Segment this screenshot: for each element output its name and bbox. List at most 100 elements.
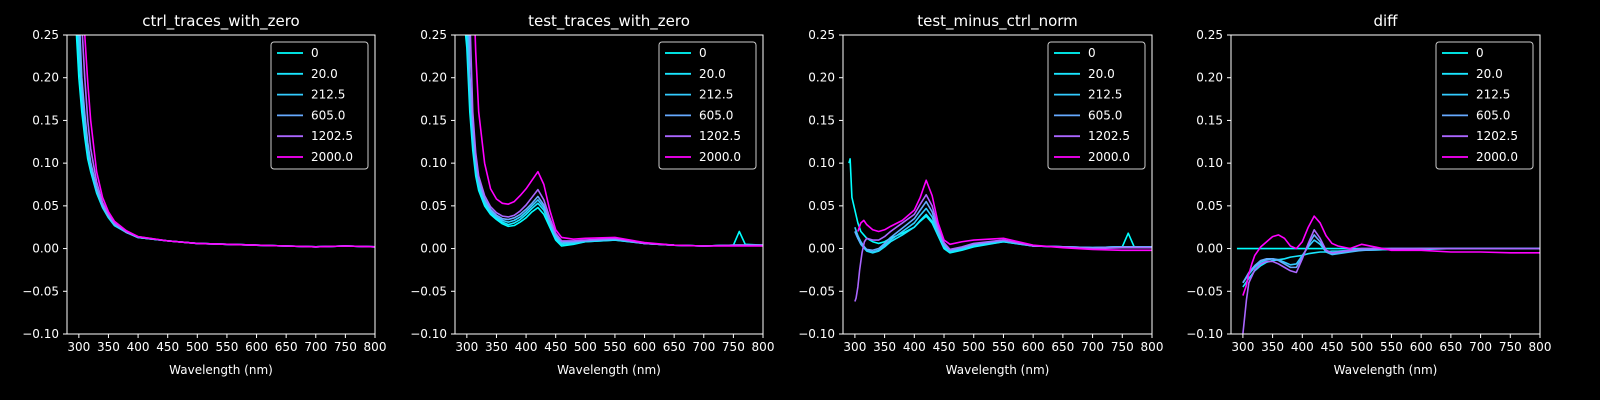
axes-frame: [454, 34, 764, 335]
axes-frame: [66, 34, 376, 335]
y-tick-label: 0.15: [420, 113, 447, 127]
legend-entry: 1202.5: [311, 129, 353, 143]
x-tick-label: 650: [1051, 340, 1074, 354]
x-tick-label: 400: [127, 340, 150, 354]
x-tick-label: 500: [1350, 340, 1373, 354]
plot-area: [464, 35, 763, 247]
chart-title: test_minus_ctrl_norm: [917, 12, 1078, 31]
legend-entry: 1202.5: [1476, 129, 1518, 143]
axes-frame: [842, 34, 1153, 335]
x-axis-label: Wavelength (nm): [1334, 363, 1438, 377]
y-tick-label: 0.20: [32, 71, 59, 85]
y-tick-label: 0.10: [808, 156, 835, 170]
x-tick-label: 350: [97, 340, 120, 354]
y-tick-label: −0.05: [410, 284, 447, 298]
x-tick-label: 350: [873, 340, 896, 354]
x-tick-label: 600: [1410, 340, 1433, 354]
legend-entry: 212.5: [1476, 88, 1510, 102]
y-tick-label: 0.00: [808, 242, 835, 256]
x-tick-label: 750: [722, 340, 745, 354]
legend-entry: 0: [1476, 46, 1484, 60]
axes-frame: [1230, 34, 1541, 335]
y-tick-label: −0.05: [22, 284, 59, 298]
legend-entry: 0: [699, 46, 707, 60]
legend-entry: 212.5: [1088, 88, 1122, 102]
plot-area: [1236, 215, 1540, 334]
x-tick-label: 550: [1380, 340, 1403, 354]
x-tick-label: 700: [1081, 340, 1104, 354]
x-tick-label: 450: [156, 340, 179, 354]
legend-entry: 20.0: [311, 67, 338, 81]
x-tick-label: 700: [692, 340, 715, 354]
chart-title: diff: [1373, 12, 1398, 30]
legend-entry: 1202.5: [1088, 129, 1130, 143]
legend: 0 20.0 212.5 605.0 1202.5 2000.0: [1047, 41, 1146, 170]
legend-entry: 2000.0: [699, 150, 741, 164]
x-tick-label: 550: [992, 340, 1015, 354]
x-tick-label: 750: [1111, 340, 1134, 354]
legend: 0 20.0 212.5 605.0 1202.5 2000.0: [1435, 41, 1534, 170]
subplot-2: test_traces_with_zero 300 350 400 450 500 550 6…: [410, 12, 774, 377]
x-tick-label: 400: [1291, 340, 1314, 354]
y-tick-label: 0.10: [1196, 156, 1223, 170]
x-tick-label: 800: [1529, 340, 1552, 354]
legend-entry: 2000.0: [1476, 150, 1518, 164]
y-tick-label: 0.25: [1196, 28, 1223, 42]
subplot-1: ctrl_traces_with_zero 300 350 400 450 500 550 6…: [22, 12, 386, 377]
legend-entry: 20.0: [699, 67, 726, 81]
y-tick-label: 0.20: [808, 71, 835, 85]
legend-entry: 0: [1088, 46, 1096, 60]
y-tick-label: 0.05: [420, 199, 447, 213]
y-tick-label: 0.15: [32, 113, 59, 127]
x-tick-label: 650: [1439, 340, 1462, 354]
x-tick-label: 800: [752, 340, 775, 354]
x-tick-label: 750: [1499, 340, 1522, 354]
y-tick-label: 0.15: [1196, 113, 1223, 127]
x-tick-label: 500: [186, 340, 209, 354]
chart-title: test_traces_with_zero: [528, 12, 690, 31]
legend-entry: 605.0: [311, 108, 345, 122]
x-tick-label: 450: [544, 340, 567, 354]
x-tick-label: 700: [1469, 340, 1492, 354]
x-tick-label: 800: [364, 340, 387, 354]
x-axis-label: Wavelength (nm): [557, 363, 661, 377]
series-line-5: [1242, 215, 1540, 296]
x-tick-label: 350: [485, 340, 508, 354]
x-tick-label: 700: [304, 340, 327, 354]
y-tick-label: 0.00: [420, 242, 447, 256]
y-tick-label: −0.05: [798, 284, 835, 298]
y-tick-label: −0.10: [22, 327, 59, 341]
x-tick-label: 750: [334, 340, 357, 354]
y-tick-label: 0.00: [1196, 242, 1223, 256]
y-tick-label: 0.05: [32, 199, 59, 213]
series-line-5: [857, 179, 1152, 252]
y-tick-label: −0.10: [798, 327, 835, 341]
y-tick-label: 0.25: [420, 28, 447, 42]
y-tick-label: 0.10: [420, 156, 447, 170]
x-tick-label: 650: [275, 340, 298, 354]
x-tick-label: 300: [1231, 340, 1254, 354]
x-tick-label: 450: [1321, 340, 1344, 354]
plot-area: [848, 158, 1152, 302]
legend-entry: 20.0: [1476, 67, 1503, 81]
x-tick-label: 300: [67, 340, 90, 354]
legend-entry: 212.5: [311, 88, 345, 102]
plot-area: [75, 35, 375, 248]
y-tick-label: −0.05: [1186, 284, 1223, 298]
x-tick-label: 400: [515, 340, 538, 354]
x-tick-label: 500: [574, 340, 597, 354]
x-tick-label: 600: [245, 340, 268, 354]
y-tick-label: −0.10: [410, 327, 447, 341]
legend-entry: 605.0: [699, 108, 733, 122]
y-tick-label: 0.10: [32, 156, 59, 170]
x-tick-label: 650: [663, 340, 686, 354]
legend-entry: 2000.0: [311, 150, 353, 164]
x-axis-label: Wavelength (nm): [946, 363, 1050, 377]
y-tick-label: 0.20: [420, 71, 447, 85]
legend-entry: 2000.0: [1088, 150, 1130, 164]
y-tick-label: 0.05: [808, 199, 835, 213]
subplot-4: diff 300 350 400 450 500 550 600 650 700 750 800 −0.…: [1186, 12, 1551, 377]
x-tick-label: 550: [603, 340, 626, 354]
y-tick-label: 0.05: [1196, 199, 1223, 213]
x-tick-label: 800: [1141, 340, 1164, 354]
